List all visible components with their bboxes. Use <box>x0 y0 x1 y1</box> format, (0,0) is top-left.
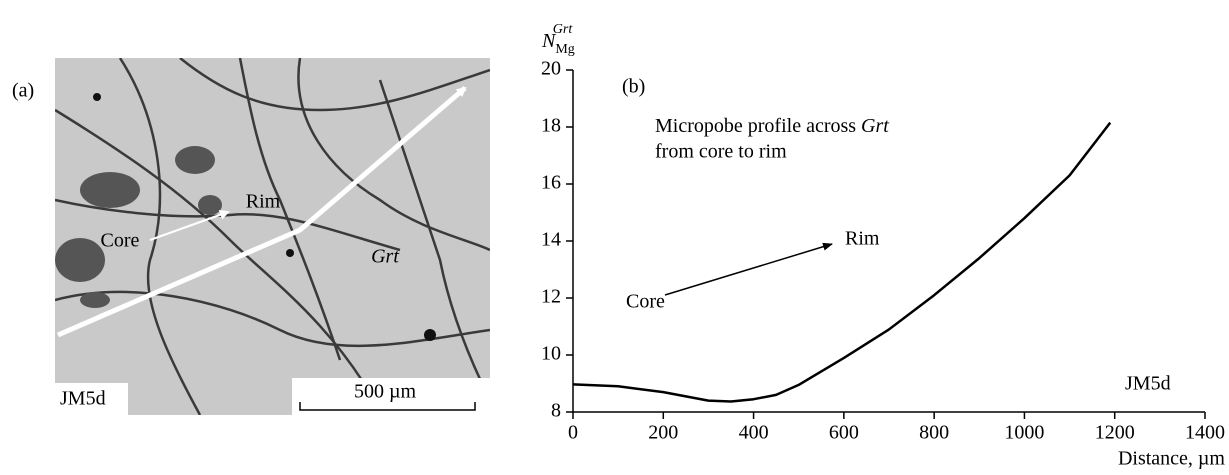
x-tick-label: 200 <box>648 422 678 444</box>
y-label-base: N <box>541 30 557 52</box>
x-tick-label: 600 <box>829 422 859 444</box>
micrograph: Core Rim Grt JM5d 500 µm <box>55 58 490 415</box>
data-line <box>572 121 1112 403</box>
x-tick-label: 1000 <box>1004 422 1044 444</box>
note-line2: from core to rim <box>655 141 787 163</box>
panel-label: (a) <box>12 80 34 102</box>
note: Micropobe profile across Grt <box>655 115 889 137</box>
x-tick-label: 400 <box>739 422 769 444</box>
note-italic: Grt <box>861 115 889 137</box>
rim-label: Rim <box>246 191 281 213</box>
x-tick-label: 1200 <box>1095 422 1135 444</box>
x-tick-label: 0 <box>568 422 578 444</box>
y-tick-label: 16 <box>541 172 561 194</box>
sample-label: JM5d <box>60 388 106 410</box>
x-tick-label: 800 <box>919 422 949 444</box>
y-tick-label: 20 <box>541 58 561 80</box>
y-tick-label: 14 <box>541 229 561 251</box>
y-tick-label: 10 <box>541 343 561 365</box>
y-axis-label: NMg Grt <box>541 22 575 57</box>
y-label-sub: Mg <box>555 42 574 57</box>
y-label-sup: Grt <box>553 22 574 37</box>
arrow-start-label: Core <box>626 291 665 313</box>
x-tick-label: 1400 <box>1185 422 1225 444</box>
panel-label: (b) <box>622 76 645 98</box>
x-axis-label: Distance, µm <box>1118 448 1225 470</box>
core-label: Core <box>101 230 140 252</box>
y-tick-label: 18 <box>541 115 561 137</box>
mineral-label: Grt <box>371 246 399 268</box>
sample-label: JM5d <box>1125 373 1171 395</box>
scale-bar-label: 500 µm <box>354 381 417 403</box>
note-text: Micropobe profile across <box>655 115 856 137</box>
arrow-end-label: Rim <box>845 228 880 250</box>
y-tick-label: 12 <box>541 286 561 308</box>
y-tick-label: 8 <box>551 400 561 422</box>
